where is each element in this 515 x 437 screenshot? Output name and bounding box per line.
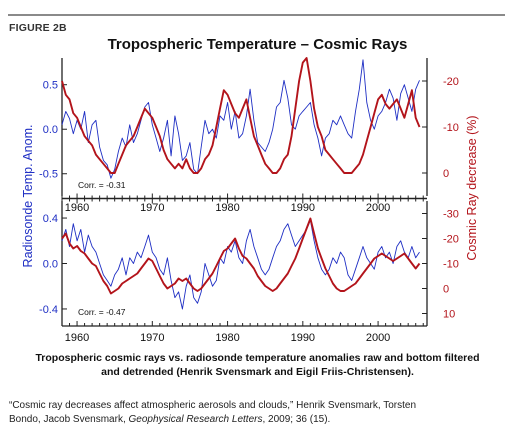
x-tick-label-bottom: 2000 (366, 332, 390, 344)
y-tick-label-left: 0.0 (43, 259, 58, 271)
correlation-annotation: Corr. = -0.31 (78, 180, 126, 190)
y-tick-label-left: 0.4 (43, 213, 58, 225)
x-tick-label-bottom: 1970 (140, 332, 164, 344)
temperature-series-line (61, 59, 420, 179)
y-tick-label-right: -10 (443, 259, 459, 271)
citation: “Cosmic ray decreases affect atmospheric… (9, 399, 509, 427)
right-axis-title: Cosmic Ray decrease (%) (465, 115, 479, 260)
y-tick-label-left: -0.5 (39, 169, 58, 181)
x-tick-label-bottom: 1980 (215, 332, 239, 344)
top-rule (8, 14, 505, 16)
cosmic-ray-series-line (61, 217, 421, 295)
cosmic-ray-series-line (61, 57, 421, 174)
text-layer: 0.5 0.0 -0.5 -20 -10 0 Corr. = -0.31 0.4 0.0 -0.4… (21, 76, 479, 344)
citation-rest: , 2009; 36 (15). (262, 414, 331, 425)
citation-journal: Geophysical Research Letters (128, 414, 263, 425)
citation-authors: Bondo, Jacob Svensmark, (9, 414, 129, 425)
temperature-series-line (61, 219, 420, 310)
y-tick-label-left: -0.4 (39, 304, 58, 316)
x-tick-label-bottom: 1960 (65, 332, 89, 344)
citation-line-2: Bondo, Jacob Svensmark, Geophysical Rese… (9, 413, 509, 427)
y-tick-label-right: -20 (443, 76, 459, 88)
x-tick-label-bottom: 1990 (291, 332, 315, 344)
y-tick-label-left: 0.5 (43, 80, 58, 92)
y-tick-label-right: -10 (443, 122, 459, 134)
x-tick-label-top: 1970 (140, 202, 164, 214)
caption-line-2: and detrended (Henrik Svensmark and Eigi… (101, 366, 414, 378)
figure-label: FIGURE 2B (9, 22, 67, 34)
correlation-annotation: Corr. = -0.47 (78, 307, 126, 317)
data-layer (61, 57, 421, 310)
chart-title: Tropospheric Temperature – Cosmic Rays (107, 36, 408, 53)
x-tick-label-top: 1990 (291, 202, 315, 214)
axes-layer (61, 58, 428, 327)
caption-line-1: Tropospheric cosmic rays vs. radiosonde … (35, 352, 480, 364)
x-tick-label-top: 1960 (65, 202, 89, 214)
y-tick-label-right: 10 (443, 309, 455, 321)
y-tick-label-right: -20 (443, 234, 459, 246)
y-tick-label-right: 0 (443, 284, 449, 296)
y-tick-label-left: 0.0 (43, 124, 58, 136)
left-axis-title: Radiosonde Temp. Anom. (21, 125, 35, 268)
y-tick-label-right: 0 (443, 168, 449, 180)
x-tick-label-top: 2000 (366, 202, 390, 214)
x-tick-label-top: 1980 (215, 202, 239, 214)
figure-caption: Tropospheric cosmic rays vs. radiosonde … (30, 351, 485, 379)
citation-line-1: “Cosmic ray decreases affect atmospheric… (9, 400, 417, 411)
y-tick-label-right: -30 (443, 209, 459, 221)
